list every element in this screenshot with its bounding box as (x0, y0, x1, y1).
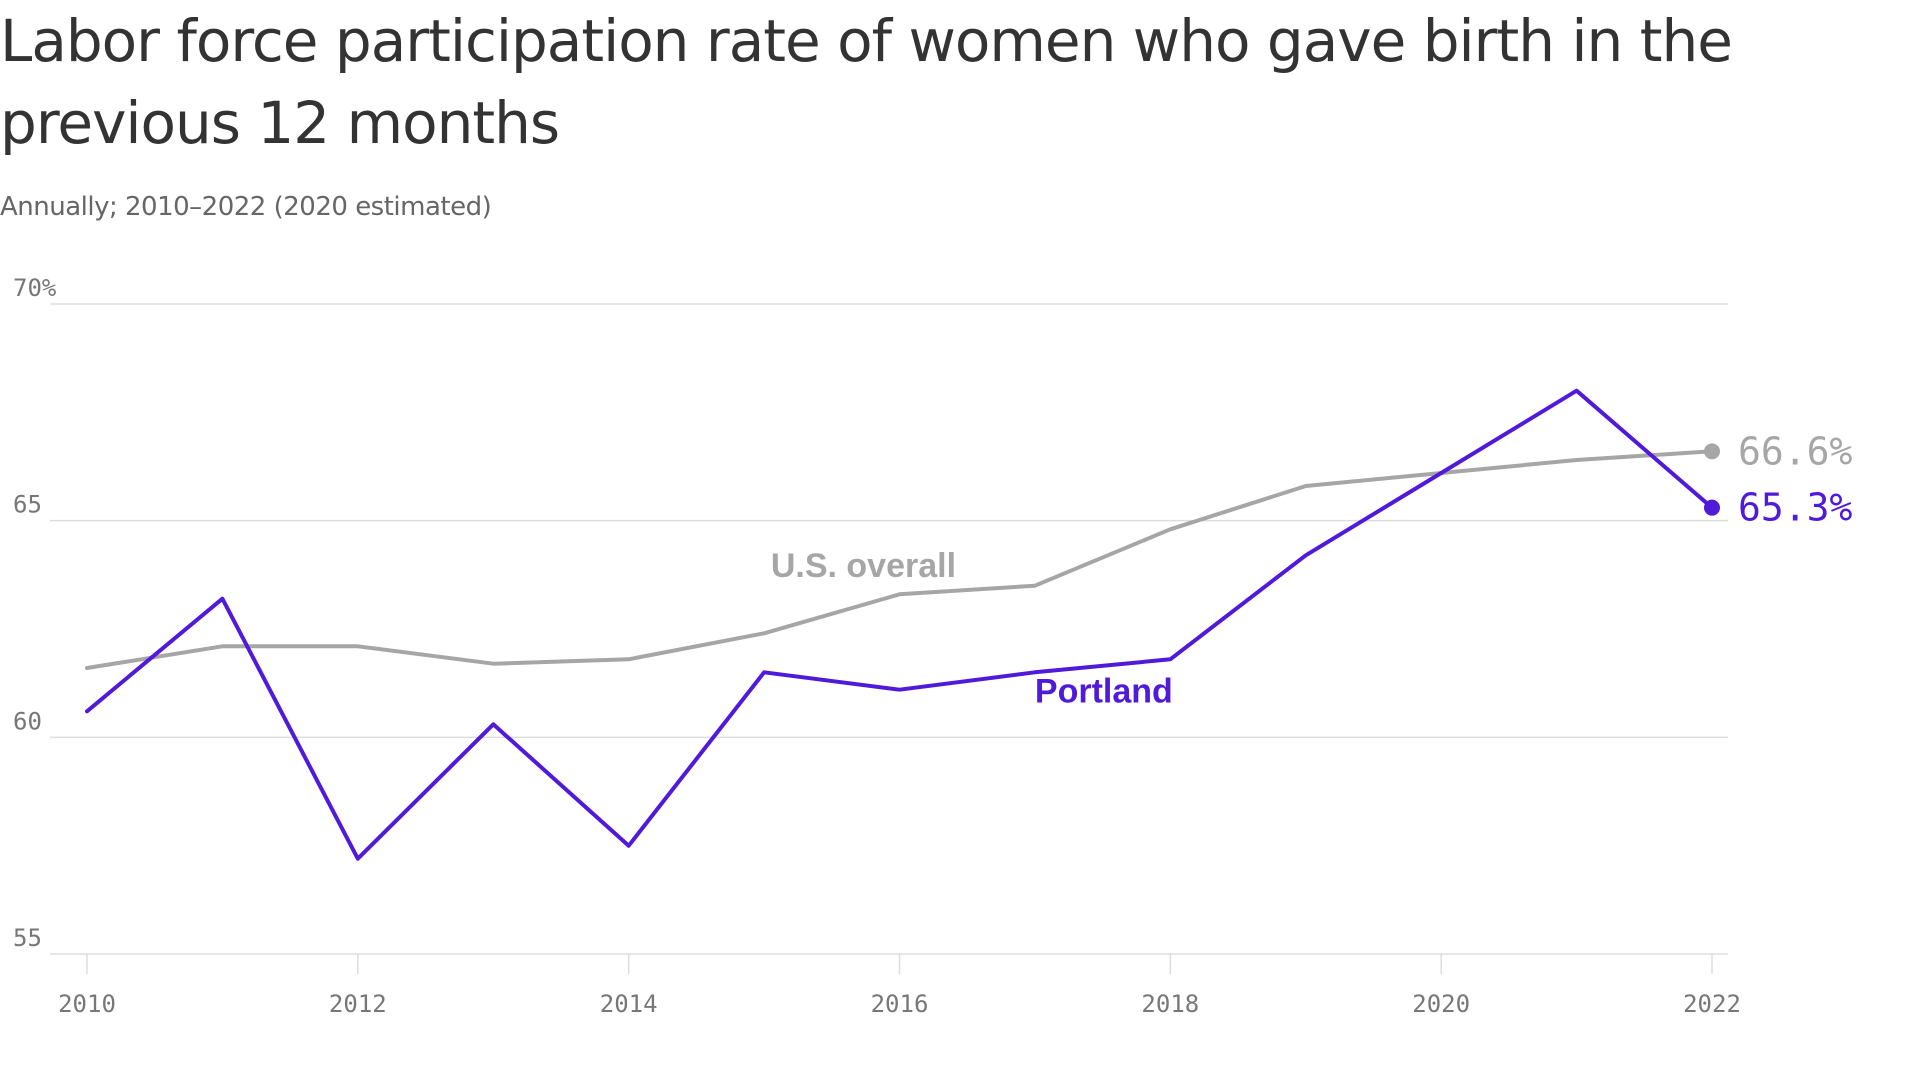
portland-end-label: 65.3% (1738, 486, 1853, 530)
x-tick-label: 2014 (600, 990, 658, 1018)
label-layer: 66.6% 65.3% U.S. overall Portland (771, 429, 1853, 710)
chart-title: Labor force participation rate of women … (0, 7, 1733, 157)
portland-end-dot (1704, 499, 1720, 516)
x-tick-label: 2010 (58, 990, 116, 1018)
x-tick-label: 2016 (871, 990, 929, 1018)
x-tick-label: 2020 (1412, 990, 1470, 1018)
axis-layer: 55 60 65 70% 2010 2012 2014 2016 2018 2020 2022 (13, 274, 1741, 1018)
grid-layer (50, 303, 1728, 955)
u-s-overall-end-label: 66.6% (1738, 429, 1853, 473)
portland-series-label: Portland (1035, 673, 1173, 711)
chart-subtitle: Annually; 2010–2022 (2020 estimated) (0, 192, 492, 222)
x-tick-label: 2022 (1683, 990, 1741, 1018)
u-s-overall-series-label: U.S. overall (771, 547, 956, 585)
y-tick-label: 60 (13, 707, 42, 735)
portland-line (85, 388, 1714, 861)
series-layer (85, 388, 1720, 861)
y-tick-label: 70% (13, 274, 57, 302)
u-s-overall-end-dot (1704, 443, 1720, 460)
y-tick-label: 65 (13, 491, 42, 519)
x-tick-label: 2012 (329, 990, 387, 1018)
x-tick-label: 2018 (1141, 990, 1199, 1018)
y-tick-label: 55 (13, 924, 42, 952)
